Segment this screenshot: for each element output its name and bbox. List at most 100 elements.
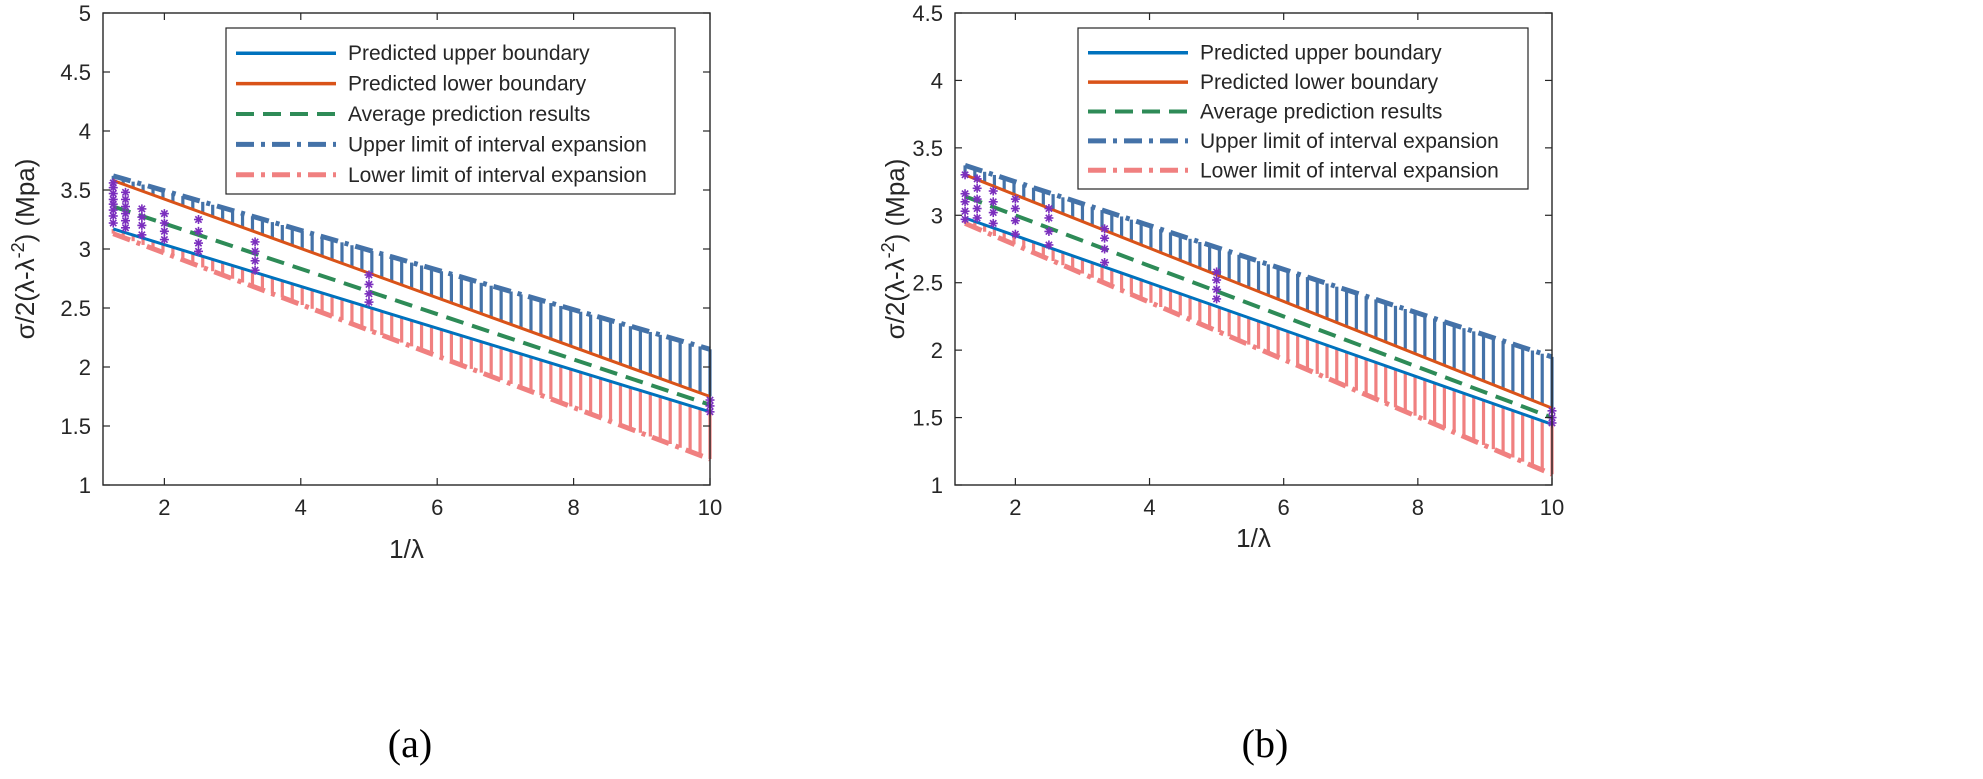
x-tick-label: 4	[1143, 495, 1155, 520]
scatter-stroke	[194, 215, 203, 224]
legend-label: Lower limit of interval expansion	[1200, 159, 1499, 182]
y-tick-label: 2	[79, 355, 91, 380]
scatter-stroke	[160, 219, 169, 227]
legend-label: Predicted upper boundary	[1200, 42, 1442, 65]
scatter-point	[1044, 204, 1054, 214]
x-tick-label: 6	[431, 495, 443, 520]
series-line-3	[964, 163, 1553, 360]
scatter-stroke	[194, 227, 203, 236]
axes-box	[954, 12, 1553, 486]
series-line-1	[964, 173, 1553, 410]
scatter-stroke	[109, 219, 117, 227]
scatter-point	[137, 220, 147, 230]
scatter-stroke	[138, 205, 146, 213]
scatter-point	[1044, 240, 1054, 250]
scatter-stroke	[138, 231, 146, 239]
legend-label: Predicted lower boundary	[348, 73, 587, 96]
scatter-point	[960, 206, 970, 216]
scatter-stroke	[251, 266, 259, 274]
series-line-2	[112, 204, 711, 407]
scatter-stroke	[961, 171, 969, 179]
scatter-point	[1100, 257, 1110, 267]
legend-label: Upper limit of interval expansion	[1200, 130, 1499, 153]
x-tick-label: 6	[1278, 495, 1290, 520]
series-line-0	[112, 227, 711, 414]
x-axis-label: 1/λ	[389, 534, 424, 564]
scatter-stroke	[109, 206, 117, 214]
y-tick-label: 2.5	[60, 296, 91, 321]
y-tick-label: 1	[931, 473, 943, 498]
x-tick-label: 8	[567, 495, 579, 520]
scatter-stroke	[109, 189, 117, 198]
scatter-stroke	[194, 239, 203, 247]
scatter-point	[108, 178, 118, 188]
y-tick-label: 4.5	[60, 60, 91, 85]
scatter-stroke	[961, 189, 969, 198]
scatter-stroke	[251, 257, 259, 265]
scatter-point	[972, 204, 982, 214]
scatter-point	[364, 297, 374, 307]
scatter-point	[137, 230, 147, 240]
series-line-2	[964, 194, 1553, 420]
x-tick-label: 8	[1412, 495, 1424, 520]
scatter-stroke	[160, 227, 169, 236]
scatter-stroke	[1045, 204, 1053, 213]
scatter-point	[108, 194, 118, 204]
scatter-stroke	[1011, 195, 1020, 203]
scatter-stroke	[1100, 245, 1109, 253]
x-tick-label: 10	[698, 495, 722, 520]
legend: Predicted upper boundary Predicted lower …	[1077, 27, 1529, 190]
scatter-point	[1010, 194, 1020, 204]
figure-caption: (a)	[388, 721, 432, 766]
scatter-point	[193, 215, 203, 224]
y-tick-label: 2	[931, 338, 943, 363]
scatter-point	[250, 237, 260, 247]
scatter-stroke	[251, 238, 259, 246]
scatter-stroke	[365, 298, 373, 306]
scatter-stroke	[989, 198, 997, 206]
scatter-point	[108, 211, 118, 221]
scatter-point	[1100, 244, 1110, 254]
scatter-stroke	[1045, 227, 1053, 236]
scatter-point	[988, 197, 998, 207]
series-line-4	[112, 231, 711, 462]
legend-label: Lower limit of interval expansion	[348, 164, 647, 187]
scatter-point	[137, 212, 147, 222]
scatter-stroke	[121, 188, 130, 197]
scatter-point	[1212, 267, 1222, 277]
scatter-stroke	[989, 187, 997, 195]
legend-label: Upper limit of interval expansion	[348, 133, 647, 156]
scatter-stroke	[973, 175, 981, 183]
series-line-0	[964, 216, 1553, 426]
y-tick-label: 1.5	[60, 414, 91, 439]
scatter-stroke	[1212, 295, 1221, 303]
scatter-point	[988, 218, 998, 228]
experimental-points	[960, 170, 1557, 428]
x-tick-label: 10	[1540, 495, 1564, 520]
scatter-point	[250, 265, 260, 275]
scatter-stroke	[365, 271, 373, 279]
scatter-point	[193, 226, 203, 236]
scatter-stroke	[138, 213, 146, 221]
scatter-point	[364, 270, 374, 280]
scatter-point	[1010, 204, 1020, 214]
scatter-stroke	[1045, 214, 1053, 222]
scatter-point	[121, 209, 131, 219]
scatter-stroke	[973, 195, 981, 203]
scatter-stroke	[973, 214, 981, 222]
series-line-3	[112, 173, 711, 352]
scatter-stroke	[1045, 241, 1053, 249]
scatter-point	[1212, 294, 1222, 304]
scatter-point	[972, 213, 982, 223]
scatter-stroke	[989, 208, 997, 217]
scatter-point	[121, 187, 131, 197]
scatter-stroke	[109, 212, 117, 220]
y-tick-label: 3.5	[912, 136, 943, 161]
scatter-stroke	[365, 290, 373, 298]
legend-label: Predicted upper boundary	[348, 42, 590, 65]
scatter-stroke	[1212, 285, 1221, 294]
scatter-point	[1044, 213, 1054, 223]
x-tick-label: 2	[158, 495, 170, 520]
scatter-stroke	[1212, 268, 1221, 276]
scatter-stroke	[121, 224, 130, 232]
